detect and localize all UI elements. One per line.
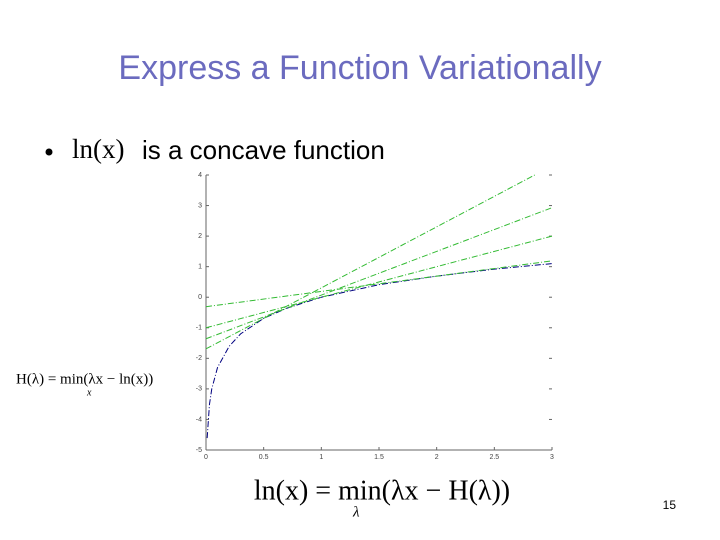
y-tick-label: 4 [198,172,202,179]
bullet-dot [45,148,53,156]
y-tick-label: 1 [198,264,202,271]
x-tick-label: 1 [319,454,323,461]
formula-left-sub: x [86,387,92,398]
series-line [205,174,535,350]
page-number: 15 [663,498,677,512]
x-tick-label: 1.5 [374,454,384,461]
y-tick-label: -3 [196,386,202,393]
x-tick-label: 2.5 [489,454,499,461]
x-tick-label: 0.5 [259,454,269,461]
series-line [205,235,553,329]
y-tick-label: -4 [196,416,202,423]
y-tick-label: -2 [196,355,202,362]
y-tick-label: -5 [196,447,202,454]
series-line [205,260,553,308]
y-tick-label: 0 [198,294,202,301]
x-tick-label: 0 [204,454,208,461]
bullet-text: is a concave function [142,135,385,165]
x-tick-label: 3 [550,454,554,461]
series-line [205,207,553,340]
y-tick-label: 3 [198,202,202,209]
series-line [206,263,553,439]
slide-title: Express a Function Variationally [118,49,601,87]
formula-bottom-sub: λ [352,504,360,520]
bullet-math: ln(x) [72,134,124,164]
formula-bottom: ln(x) = min(λx − H(λ)) [254,475,510,506]
y-tick-label: -1 [196,325,202,332]
plot: 0 0.5 1 1.5 2 2.5 3 4 3 2 1 0 -1 -2 -3 -4 -5 [196,172,554,461]
x-tick-label: 2 [435,454,439,461]
y-tick-label: 2 [198,233,202,240]
formula-left: H(λ) = min(λx − ln(x)) [16,371,153,387]
